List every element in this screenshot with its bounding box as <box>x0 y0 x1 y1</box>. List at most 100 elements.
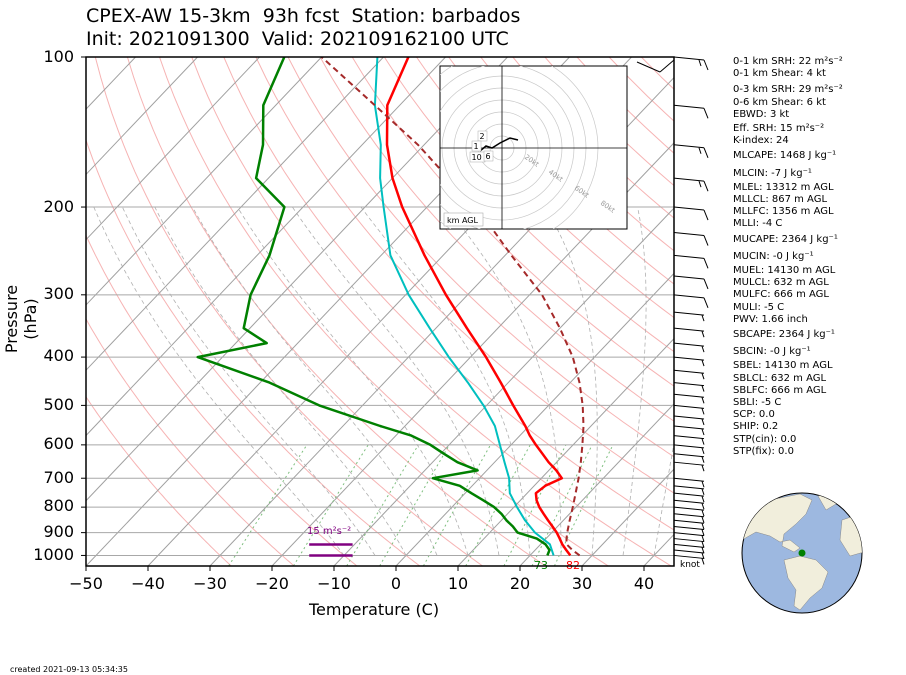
mixing-ratio-line <box>503 444 567 566</box>
wind-barb <box>673 461 705 472</box>
hodograph-height-label: 10 <box>472 153 482 162</box>
isotherm <box>86 57 446 437</box>
wind-barb <box>673 206 709 221</box>
stat-line: MUCIN: -0 J kg⁻¹ <box>733 250 814 262</box>
wind-barb <box>673 56 709 71</box>
wind-barb <box>673 342 705 353</box>
dry-adiabat <box>351 57 674 387</box>
wind-barb <box>673 356 705 367</box>
stat-line: SBLI: -5 C <box>733 397 782 409</box>
isotherm <box>333 207 674 566</box>
mixing-ratio-line <box>553 444 614 566</box>
wind-barb <box>673 369 705 380</box>
moist-adiabat <box>622 206 647 556</box>
wind-barb <box>673 104 709 119</box>
wind-barb <box>673 499 705 510</box>
wind-barb <box>673 538 705 548</box>
pressure-tick-label: 200 <box>43 197 74 216</box>
stat-line: 0-1 km SRH: 22 m²s⁻² <box>733 56 843 67</box>
wet-bulb-trace <box>373 57 555 556</box>
wind-barb <box>673 404 705 415</box>
dry-adiabat <box>86 318 295 566</box>
dry-adiabat <box>126 57 546 566</box>
temperature-trace <box>385 57 572 557</box>
stat-line: K-index: 24 <box>733 135 789 147</box>
pressure-tick-label: 400 <box>43 346 74 365</box>
pressure-tick-label: 500 <box>43 395 74 414</box>
moist-adiabat <box>545 206 598 556</box>
wind-barb <box>673 177 709 192</box>
moist-adiabat <box>93 206 345 556</box>
dry-adiabat <box>94 57 483 566</box>
globe-south-america <box>783 555 829 611</box>
srh-label: 15 m²s⁻² <box>307 526 351 537</box>
stat-line: MULI: -5 C <box>733 301 785 313</box>
stat-line: Eff. SRH: 15 m²s⁻² <box>733 123 825 135</box>
stat-line: PWV: 1.66 inch <box>733 313 808 325</box>
wind-barb <box>673 232 709 246</box>
temperature-tick-label: −40 <box>131 574 165 593</box>
dewpoint-trace <box>196 57 551 556</box>
isotherm <box>395 272 674 566</box>
wind-barb <box>673 453 705 463</box>
wind-barb <box>673 311 705 322</box>
pressure-tick-label: 800 <box>43 496 74 515</box>
dry-adiabat <box>86 234 358 566</box>
wind-barb <box>673 543 705 554</box>
wind-barb <box>673 532 705 542</box>
temperature-tick-label: −10 <box>317 574 351 593</box>
dry-adiabat <box>86 395 232 566</box>
hodograph-height-label: 6 <box>486 152 491 161</box>
stat-line: MLEL: 13312 m AGL <box>733 181 834 193</box>
dry-adiabat <box>223 57 674 531</box>
stat-line: MLCIN: -7 J kg⁻¹ <box>733 167 812 179</box>
moist-adiabat <box>446 206 562 556</box>
isotherm <box>519 403 674 566</box>
pressure-tick-label: 300 <box>43 284 74 303</box>
dry-adiabat <box>383 57 674 353</box>
y-axis-label: Pressure (hPa) <box>2 284 40 354</box>
moist-adiabat <box>360 206 531 556</box>
dry-adiabat <box>416 57 674 319</box>
stat-line: SBEL: 14130 m AGL <box>733 360 833 372</box>
location-globe <box>741 492 863 614</box>
stat-line: MUEL: 14130 m AGL <box>733 265 836 277</box>
moist-adiabat <box>154 206 407 556</box>
mixing-ratio-line <box>346 444 419 566</box>
stat-line: MLLI: -4 C <box>733 218 783 230</box>
isotherm <box>86 57 384 371</box>
isotherm <box>581 468 674 566</box>
stat-line: MULCL: 632 m AGL <box>733 277 829 289</box>
mixing-ratio-line <box>531 444 593 566</box>
wind-barb <box>673 513 705 523</box>
chart-title-line1: CPEX-AW 15-3km 93h fcst Station: barbado… <box>86 5 521 27</box>
temperature-tick-label: 0 <box>390 574 402 593</box>
temperature-tick-label: −50 <box>69 574 103 593</box>
pressure-tick-label: 100 <box>43 47 74 66</box>
dry-adiabat <box>86 138 421 566</box>
wind-barb <box>673 415 705 426</box>
isotherm <box>86 57 322 306</box>
stat-line: 0-6 km Shear: 6 kt <box>733 96 826 108</box>
hodograph-height-label: 2 <box>480 132 485 141</box>
dry-adiabat <box>319 57 674 422</box>
dry-adiabat <box>448 57 674 285</box>
created-timestamp: created 2021-09-13 05:34:35 <box>10 665 128 674</box>
wind-barb <box>673 382 705 392</box>
isotherm <box>86 57 260 241</box>
isotherm <box>457 337 674 566</box>
mixing-ratio-line <box>292 444 369 566</box>
hodograph-frame <box>439 65 628 230</box>
stat-line: MLCAPE: 1468 J kg⁻¹ <box>733 150 837 162</box>
wind-barb <box>673 554 705 565</box>
wind-barb <box>673 425 705 436</box>
isotherm <box>86 57 198 176</box>
stat-line: MULFC: 666 m AGL <box>733 289 829 301</box>
temperature-tick-label: 10 <box>447 574 469 593</box>
stat-line: SBCIN: -0 J kg⁻¹ <box>733 346 811 358</box>
sounding-parameters: 0-1 km SRH: 22 m²s⁻² 0-1 km Shear: 4 kt … <box>733 56 843 458</box>
wind-barb <box>673 526 705 536</box>
stat-line: SCP: 0.0 <box>733 409 775 421</box>
mixing-ratio-line <box>379 444 450 566</box>
